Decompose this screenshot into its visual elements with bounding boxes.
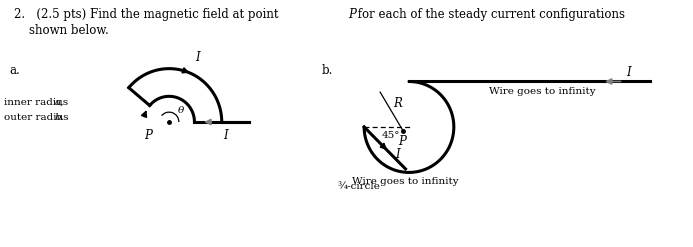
Text: I: I [626,65,631,79]
Text: inner radius: inner radius [4,98,71,107]
Text: ¾-circle: ¾-circle [337,182,380,191]
Text: I: I [395,148,399,161]
Text: 2.   (2.5 pts) Find the magnetic field at point: 2. (2.5 pts) Find the magnetic field at … [14,8,282,21]
Text: Wire goes to infinity: Wire goes to infinity [352,177,459,186]
Text: Wire goes to infinity: Wire goes to infinity [489,87,596,96]
Text: b.: b. [322,64,333,77]
Text: I: I [223,129,228,142]
Text: for each of the steady current configurations: for each of the steady current configura… [354,8,625,21]
Text: I: I [195,51,200,64]
Text: outer radius: outer radius [4,113,72,122]
Text: R: R [393,97,402,110]
Text: b.: b. [55,113,65,122]
Text: θ: θ [178,106,184,115]
Text: 45°: 45° [382,131,400,140]
Text: shown below.: shown below. [28,24,108,37]
Text: P: P [398,135,406,148]
Text: a,: a, [55,98,64,107]
Text: P: P [143,129,152,142]
Text: a.: a. [9,64,20,77]
Text: P: P [348,8,356,21]
